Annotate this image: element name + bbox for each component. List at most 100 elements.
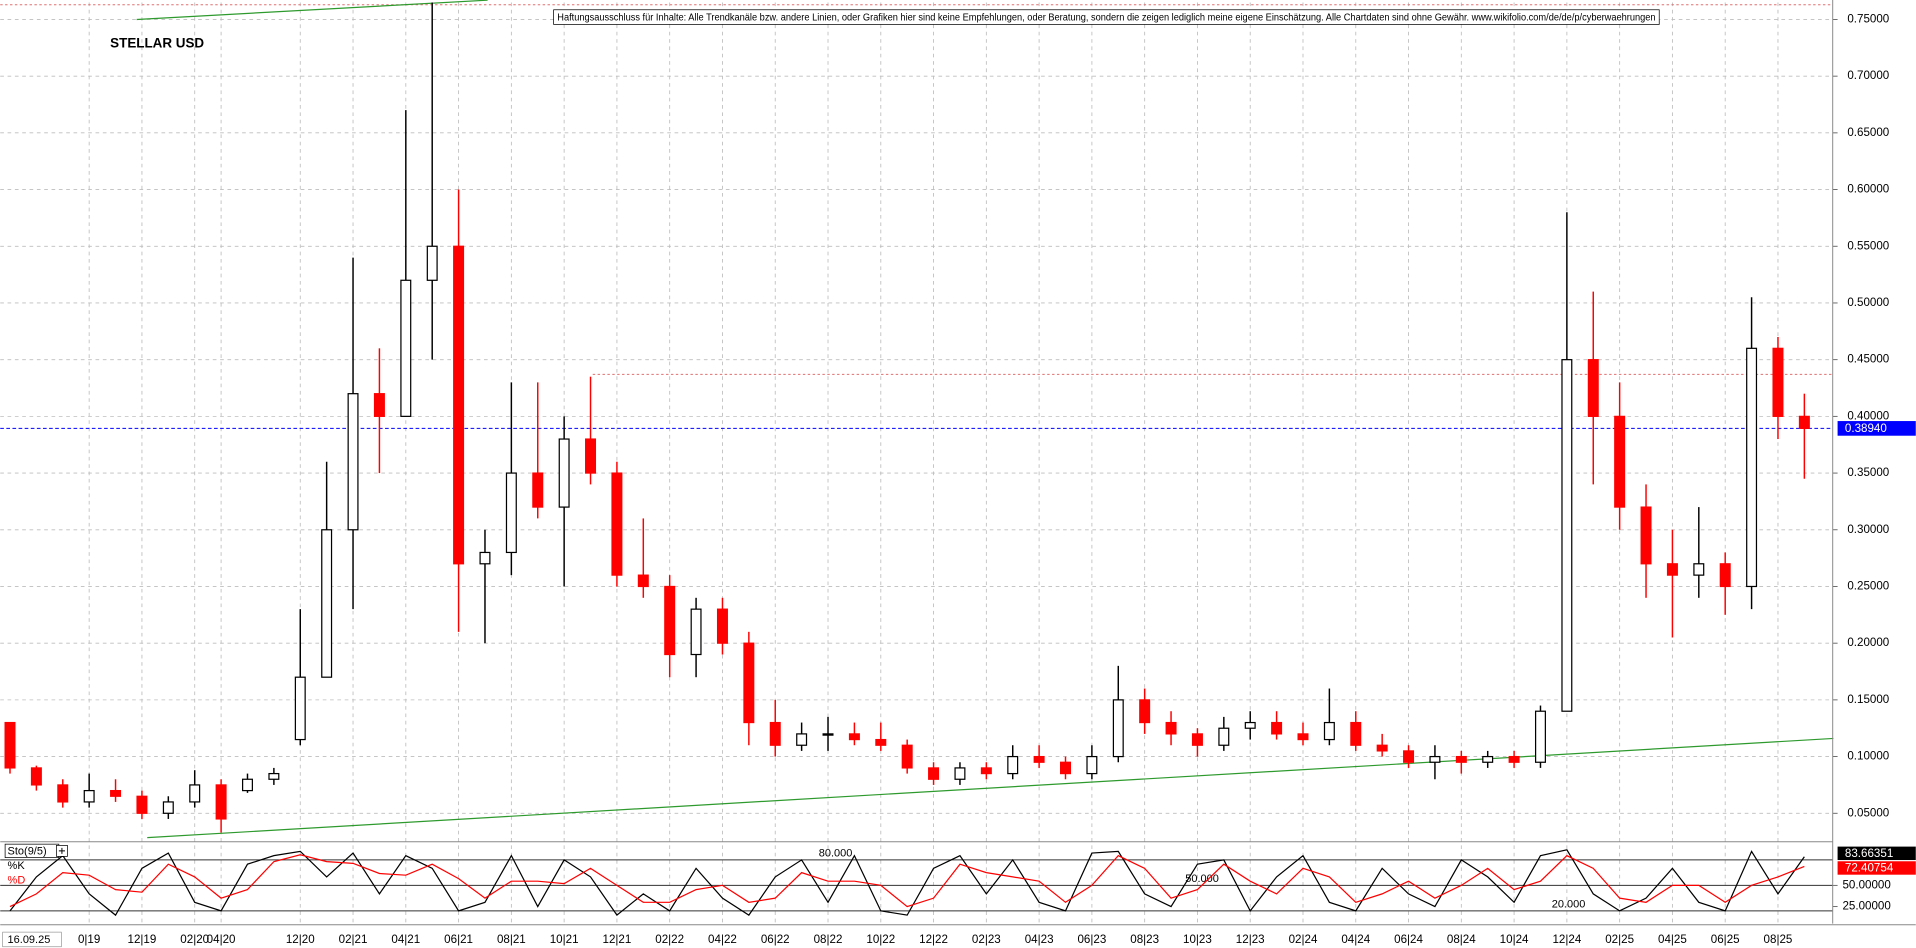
candle-body — [110, 789, 122, 797]
candle-body — [347, 393, 359, 531]
y-tick-label: 0.40000 — [1847, 409, 1889, 422]
candle-body — [57, 784, 69, 803]
candle-body — [1350, 721, 1362, 746]
date-box — [2, 931, 62, 948]
candle-body — [637, 574, 649, 588]
candle-body — [215, 784, 227, 820]
x-tick-label: 04|21 — [391, 933, 420, 946]
candle-body — [4, 721, 16, 769]
candle-body — [796, 733, 808, 746]
candle-body — [1508, 755, 1520, 763]
x-tick-label: 02|24 — [1289, 933, 1318, 946]
candle-body — [453, 245, 465, 565]
x-tick-label: 04|25 — [1658, 933, 1687, 946]
x-tick-label: 08|21 — [497, 933, 526, 946]
candle-body — [1798, 415, 1810, 429]
value-box — [1837, 861, 1916, 875]
candle-body — [1640, 506, 1652, 565]
last-price-box — [1837, 421, 1916, 436]
candle-body — [162, 801, 174, 814]
y-tick-label: 0.50000 — [1847, 296, 1889, 309]
candle-body — [1403, 750, 1415, 763]
x-tick-label: 04|20 — [207, 933, 236, 946]
candle-body — [1534, 710, 1546, 763]
candle-body — [1191, 733, 1203, 746]
last-price-label: 0.38940 — [1845, 422, 1887, 435]
x-tick-label: 02|22 — [655, 933, 684, 946]
candle-body — [980, 767, 992, 775]
value-box — [1837, 846, 1916, 861]
candle-body — [928, 767, 940, 780]
x-tick-label: 10|24 — [1500, 933, 1529, 946]
candle-body — [373, 393, 385, 417]
x-tick-label: 02|20 — [180, 933, 209, 946]
x-tick-label: 12|20 — [286, 933, 315, 946]
trendline — [147, 737, 1834, 839]
candle-body — [1218, 727, 1230, 746]
candle-body — [321, 529, 333, 678]
candle-body — [558, 438, 570, 508]
candle-body — [743, 642, 755, 724]
x-tick-label: 08|23 — [1130, 933, 1159, 946]
stochastic-line — [9, 849, 1805, 917]
x-tick-label: 10|21 — [550, 933, 579, 946]
level-label: 20.000 — [1552, 899, 1586, 911]
x-tick-label: 02|21 — [339, 933, 368, 946]
candle-body — [954, 767, 966, 780]
candle-body — [1455, 755, 1467, 763]
candle-body — [585, 438, 597, 474]
y-tick-label: 25.00000 — [1842, 900, 1890, 913]
candle-body — [1614, 415, 1626, 508]
candle-body — [268, 772, 280, 780]
y-tick-label: 0.20000 — [1847, 636, 1889, 649]
x-tick-label: 08|25 — [1764, 933, 1793, 946]
legend-label: %K — [8, 860, 26, 872]
trendline — [136, 0, 488, 21]
candle-body — [690, 608, 702, 656]
candle-body — [1297, 733, 1309, 741]
x-tick-label: 04|23 — [1025, 933, 1054, 946]
candle-body — [1271, 721, 1283, 735]
candle-body — [1772, 347, 1784, 417]
value-label: 72.40754 — [1845, 862, 1894, 875]
x-tick-label: 10|23 — [1183, 933, 1212, 946]
candle-body — [1086, 755, 1098, 775]
value-label: 83.66351 — [1845, 847, 1893, 860]
candle-body — [875, 738, 887, 746]
candle-body — [1033, 755, 1045, 763]
level-label: 50.000 — [1185, 873, 1219, 885]
candle-body — [611, 472, 623, 576]
x-tick-label: 06|25 — [1711, 933, 1740, 946]
candle-body — [901, 744, 913, 769]
y-tick-label: 0.55000 — [1847, 239, 1889, 252]
candle-body — [241, 778, 253, 792]
x-tick-label: 12|19 — [128, 933, 157, 946]
level-label: 80.000 — [819, 848, 853, 860]
candle-body — [1323, 721, 1335, 741]
x-tick-label: 10|22 — [866, 933, 895, 946]
x-tick-label: 12|23 — [1236, 933, 1265, 946]
candle-body — [1693, 563, 1705, 576]
candle-body — [1376, 744, 1388, 752]
y-tick-label: 0.35000 — [1847, 466, 1889, 479]
candle-body — [822, 733, 834, 736]
candle-body — [1561, 359, 1573, 712]
candle-body — [1429, 755, 1441, 763]
x-tick-label: 08|24 — [1447, 933, 1476, 946]
candle-body — [1666, 563, 1678, 576]
x-tick-label: 12|22 — [919, 933, 948, 946]
y-tick-label: 0.65000 — [1847, 126, 1889, 139]
x-tick-label: 02|25 — [1605, 933, 1634, 946]
candle-body — [1165, 721, 1177, 735]
x-tick-label: 0|19 — [78, 933, 100, 946]
x-tick-label: 06|22 — [761, 933, 790, 946]
candle-body — [1112, 699, 1124, 758]
candle-body — [426, 245, 438, 281]
x-tick-label: 04|24 — [1341, 933, 1370, 946]
x-tick-label: 04|22 — [708, 933, 737, 946]
candle-body — [505, 472, 517, 554]
y-tick-label: 0.75000 — [1847, 13, 1889, 26]
candle-body — [848, 733, 860, 741]
x-tick-label: 06|24 — [1394, 933, 1423, 946]
legend-label: %D — [8, 875, 26, 887]
